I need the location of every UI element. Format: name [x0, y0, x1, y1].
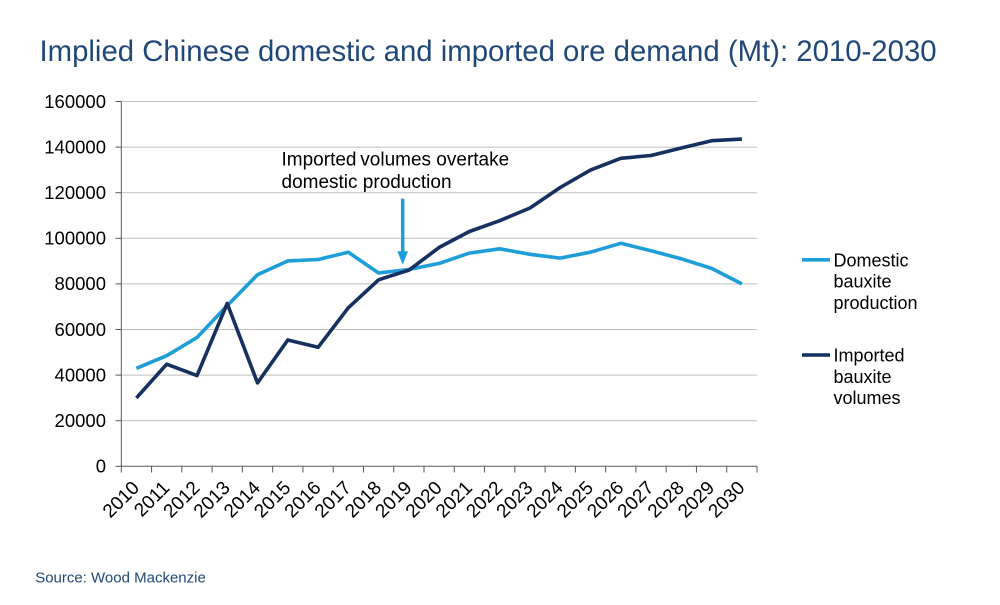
svg-text:volumes: volumes	[834, 388, 901, 408]
svg-text:0: 0	[96, 456, 106, 477]
svg-text:Imported volumes overtake: Imported volumes overtake	[282, 149, 510, 170]
svg-text:100000: 100000	[44, 228, 106, 249]
svg-text:140000: 140000	[44, 136, 106, 157]
svg-text:60000: 60000	[55, 319, 106, 340]
svg-text:Domestic: Domestic	[834, 250, 909, 270]
svg-text:80000: 80000	[55, 273, 106, 294]
svg-text:Implied Chinese domestic and i: Implied Chinese domestic and imported or…	[40, 35, 937, 68]
svg-text:production: production	[834, 293, 918, 313]
svg-text:120000: 120000	[44, 182, 106, 203]
svg-text:20000: 20000	[55, 410, 106, 431]
svg-text:Source: Wood Mackenzie: Source: Wood Mackenzie	[35, 570, 206, 587]
svg-text:160000: 160000	[44, 91, 106, 112]
svg-text:Imported: Imported	[834, 346, 905, 366]
svg-text:domestic production: domestic production	[282, 172, 452, 193]
svg-text:bauxite: bauxite	[834, 367, 892, 387]
svg-text:bauxite: bauxite	[834, 272, 892, 292]
svg-text:40000: 40000	[55, 364, 106, 385]
